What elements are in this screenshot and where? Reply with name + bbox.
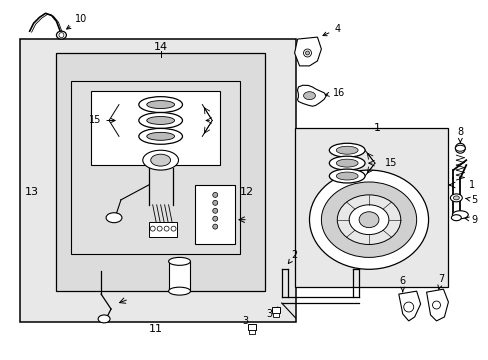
- Polygon shape: [297, 85, 325, 106]
- Bar: [56, 53, 264, 291]
- Ellipse shape: [168, 287, 190, 295]
- Bar: [271, 307, 279, 313]
- Bar: [91, 91, 220, 165]
- Circle shape: [303, 49, 311, 57]
- Ellipse shape: [336, 172, 357, 180]
- Ellipse shape: [139, 129, 182, 144]
- Ellipse shape: [168, 257, 190, 265]
- Text: 14: 14: [153, 42, 167, 52]
- Ellipse shape: [452, 196, 458, 200]
- Circle shape: [150, 226, 155, 231]
- Circle shape: [59, 33, 64, 37]
- Ellipse shape: [348, 205, 388, 235]
- Ellipse shape: [328, 156, 365, 170]
- Ellipse shape: [328, 143, 365, 157]
- Circle shape: [212, 224, 217, 229]
- Text: 8: 8: [456, 127, 463, 143]
- Text: 7: 7: [437, 274, 444, 290]
- Ellipse shape: [303, 92, 315, 100]
- Text: 13: 13: [24, 187, 39, 197]
- Text: 3: 3: [266, 309, 272, 319]
- Ellipse shape: [449, 194, 461, 202]
- Text: 6: 6: [399, 276, 405, 292]
- Polygon shape: [294, 37, 321, 66]
- Text: 15: 15: [384, 158, 396, 168]
- Bar: [247, 324, 255, 330]
- Circle shape: [212, 201, 217, 205]
- Text: 4: 4: [322, 24, 340, 36]
- Polygon shape: [426, 289, 447, 321]
- Ellipse shape: [336, 159, 357, 167]
- Circle shape: [164, 226, 169, 231]
- Ellipse shape: [106, 213, 122, 223]
- Ellipse shape: [146, 100, 174, 109]
- Text: 1: 1: [468, 180, 474, 190]
- Bar: [195, 185, 235, 244]
- Ellipse shape: [358, 212, 378, 228]
- Ellipse shape: [336, 146, 357, 154]
- Text: 2: 2: [288, 251, 297, 264]
- Ellipse shape: [56, 31, 66, 39]
- Ellipse shape: [451, 211, 468, 219]
- Text: 5: 5: [465, 195, 476, 205]
- Text: 1: 1: [373, 123, 380, 134]
- Ellipse shape: [328, 169, 365, 183]
- Bar: [248, 330, 254, 334]
- Circle shape: [212, 208, 217, 213]
- Text: 16: 16: [325, 88, 345, 98]
- Circle shape: [212, 192, 217, 197]
- Circle shape: [157, 226, 162, 231]
- Text: 10: 10: [66, 14, 87, 29]
- Circle shape: [432, 301, 440, 309]
- Ellipse shape: [150, 154, 170, 166]
- Text: 15: 15: [89, 116, 115, 126]
- Ellipse shape: [337, 195, 400, 244]
- Bar: [272, 313, 278, 317]
- Ellipse shape: [98, 315, 110, 323]
- Ellipse shape: [321, 182, 416, 257]
- Ellipse shape: [139, 113, 182, 129]
- Ellipse shape: [450, 215, 460, 221]
- Bar: [168, 261, 190, 291]
- Bar: [294, 129, 447, 287]
- Ellipse shape: [146, 117, 174, 125]
- Circle shape: [305, 51, 309, 55]
- Text: 11: 11: [148, 324, 163, 334]
- Ellipse shape: [139, 96, 182, 113]
- Text: 12: 12: [240, 187, 254, 197]
- Bar: [71, 81, 240, 255]
- Ellipse shape: [454, 145, 464, 151]
- Text: 9: 9: [464, 215, 476, 225]
- Polygon shape: [398, 291, 420, 321]
- Circle shape: [171, 226, 176, 231]
- Circle shape: [212, 216, 217, 221]
- Ellipse shape: [309, 170, 427, 269]
- Ellipse shape: [142, 150, 178, 170]
- Bar: [20, 39, 295, 322]
- Text: 3: 3: [242, 316, 247, 326]
- Bar: [148, 222, 176, 237]
- Circle shape: [403, 302, 413, 312]
- Ellipse shape: [146, 132, 174, 140]
- Circle shape: [454, 143, 464, 153]
